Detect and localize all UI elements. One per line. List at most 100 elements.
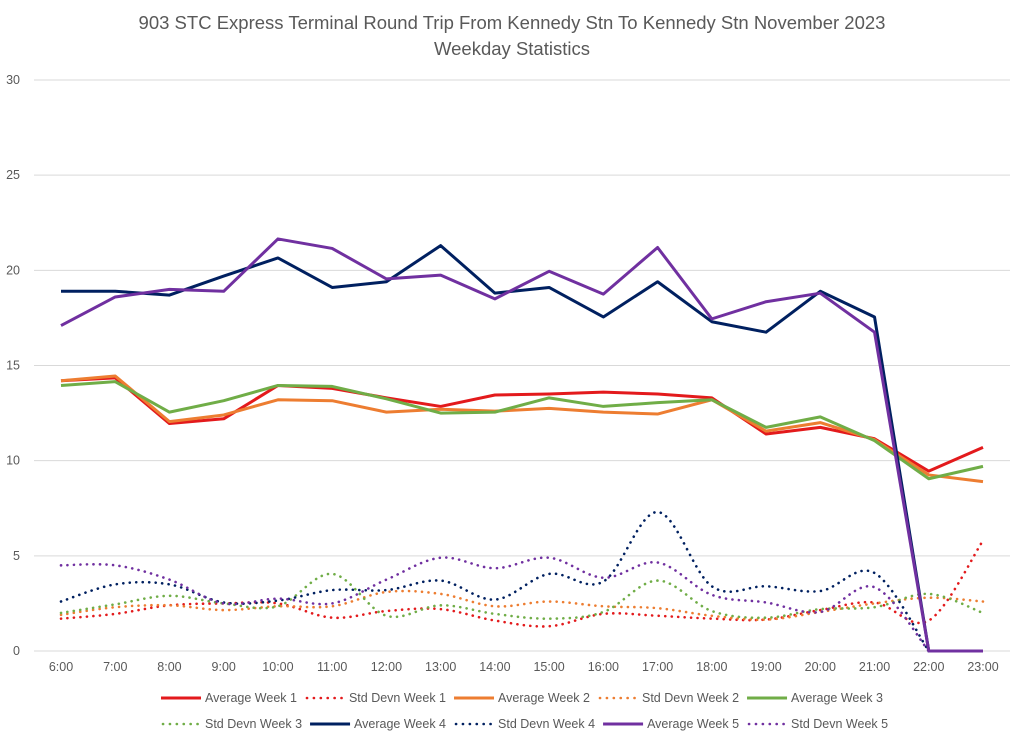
data-point <box>385 281 387 283</box>
data-point <box>168 421 170 423</box>
y-tick-label: 30 <box>6 73 20 87</box>
x-tick-label: 8:00 <box>157 660 181 674</box>
data-point <box>440 412 442 414</box>
data-point <box>114 606 116 608</box>
legend-item-std-devn-week-3[interactable]: Std Devn Week 3 <box>161 717 302 731</box>
data-point <box>928 620 930 622</box>
series-lines <box>59 237 985 653</box>
data-point <box>331 247 333 249</box>
data-point <box>548 393 550 395</box>
data-point <box>874 572 876 574</box>
chart-title: 903 STC Express Terminal Round Trip From… <box>139 12 886 33</box>
data-point <box>711 318 713 320</box>
chart-subtitle: Weekday Statistics <box>434 38 590 59</box>
data-point <box>982 612 984 614</box>
data-point <box>60 384 62 386</box>
data-point <box>223 602 225 604</box>
series-average-week-3 <box>60 380 984 481</box>
data-point <box>60 325 62 327</box>
data-point <box>874 606 876 608</box>
data-point <box>548 286 550 288</box>
data-point <box>331 605 333 607</box>
series-std-devn-week-5 <box>59 556 931 653</box>
data-point <box>277 598 279 600</box>
x-tick-label: 6:00 <box>49 660 73 674</box>
series-line-average-week-1 <box>60 376 984 473</box>
x-tick-label: 19:00 <box>750 660 781 674</box>
legend-label: Average Week 4 <box>354 717 446 731</box>
legend-label: Std Devn Week 2 <box>642 691 739 705</box>
data-point <box>168 579 170 581</box>
data-point <box>982 481 984 483</box>
data-point <box>765 430 767 432</box>
legend-label: Average Week 2 <box>498 691 590 705</box>
legend-label: Average Week 5 <box>647 717 739 731</box>
data-point <box>494 613 496 615</box>
legend-item-average-week-4[interactable]: Average Week 4 <box>310 717 446 731</box>
data-point <box>277 399 279 401</box>
data-point <box>440 604 442 606</box>
data-point <box>928 474 930 476</box>
data-point <box>819 426 821 428</box>
data-point <box>331 617 333 619</box>
data-point <box>331 602 333 604</box>
x-tick-label: 23:00 <box>967 660 998 674</box>
x-tick-label: 17:00 <box>642 660 673 674</box>
legend-item-std-devn-week-5[interactable]: Std Devn Week 5 <box>747 717 888 731</box>
data-point <box>223 275 225 277</box>
data-point <box>819 608 821 610</box>
data-point <box>494 605 496 607</box>
data-point <box>657 281 659 283</box>
data-point <box>602 411 604 413</box>
series-line-average-week-2 <box>60 374 984 484</box>
data-point <box>168 294 170 296</box>
data-point <box>982 540 984 542</box>
legend-label: Std Devn Week 3 <box>205 717 302 731</box>
data-point <box>711 321 713 323</box>
data-point <box>60 290 62 292</box>
data-point <box>331 573 333 575</box>
data-point <box>657 246 659 248</box>
data-point <box>657 561 659 563</box>
data-point <box>277 605 279 607</box>
series-line-std-devn-week-4 <box>59 510 931 653</box>
series-line-average-week-4 <box>61 244 983 653</box>
legend-item-average-week-5[interactable]: Average Week 5 <box>603 717 739 731</box>
legend-item-average-week-1[interactable]: Average Week 1 <box>161 691 297 705</box>
data-point <box>928 470 930 472</box>
data-point <box>874 602 876 604</box>
data-point <box>440 405 442 407</box>
data-point <box>223 414 225 416</box>
x-tick-label: 11:00 <box>317 660 347 674</box>
data-point <box>765 433 767 435</box>
legend-item-std-devn-week-1[interactable]: Std Devn Week 1 <box>305 691 446 705</box>
data-point <box>440 593 442 595</box>
data-point <box>277 602 279 604</box>
data-point <box>602 577 604 579</box>
y-tick-label: 10 <box>6 454 20 468</box>
data-point <box>819 611 821 613</box>
legend-label: Average Week 1 <box>205 691 297 705</box>
data-point <box>385 579 387 581</box>
legend: Average Week 1 Std Devn Week 1 Average Wee… <box>161 691 888 731</box>
series-std-devn-week-4 <box>59 510 931 653</box>
data-point <box>277 238 279 240</box>
data-point <box>874 440 876 442</box>
data-point <box>982 446 984 448</box>
data-point <box>494 394 496 396</box>
legend-item-average-week-2[interactable]: Average Week 2 <box>454 691 590 705</box>
data-point <box>60 564 62 566</box>
data-point <box>385 589 387 591</box>
legend-item-std-devn-week-4[interactable]: Std Devn Week 4 <box>454 717 595 731</box>
data-point <box>602 581 604 583</box>
legend-item-std-devn-week-2[interactable]: Std Devn Week 2 <box>598 691 739 705</box>
data-point <box>114 290 116 292</box>
data-point <box>819 422 821 424</box>
data-point <box>819 416 821 418</box>
x-tick-label: 13:00 <box>425 660 456 674</box>
legend-item-average-week-3[interactable]: Average Week 3 <box>747 691 883 705</box>
legend-label: Std Devn Week 4 <box>498 717 595 731</box>
data-point <box>440 408 442 410</box>
data-point <box>657 413 659 415</box>
